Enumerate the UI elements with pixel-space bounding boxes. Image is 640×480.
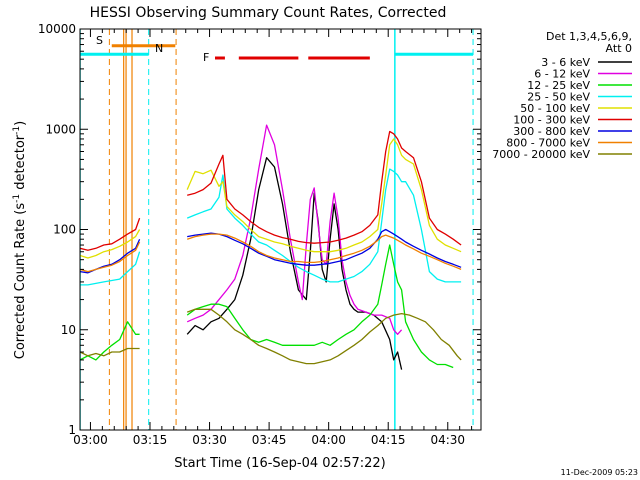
series-line — [80, 228, 462, 274]
y-axis-label: Corrected Count Rate (s-1 detector-1) — [12, 121, 28, 359]
y-tick-label: 100 — [53, 223, 76, 237]
series-line — [80, 168, 462, 286]
legend-entry-label: 3 - 6 keV — [541, 56, 590, 69]
x-tick-label: 04:30 — [430, 433, 465, 447]
series-line — [80, 233, 462, 273]
legend-header-line-1: Det 1,3,4,5,6,9, — [546, 30, 632, 43]
legend-entry-label: 7000 - 20000 keV — [492, 148, 590, 161]
series-line — [80, 308, 462, 365]
x-tick-label: 03:30 — [192, 433, 227, 447]
chart-title: HESSI Observing Summary Count Rates, Cor… — [90, 5, 447, 21]
legend-entry-label: 300 - 800 keV — [513, 125, 590, 138]
x-tick-label: 03:00 — [73, 433, 108, 447]
n-flag-label: N — [155, 42, 163, 55]
x-tick-label: 04:00 — [311, 433, 346, 447]
legend-entry-label: 100 - 300 keV — [513, 114, 590, 127]
y-tick-label: 1 — [68, 423, 76, 437]
f-flag-label: F — [203, 51, 209, 64]
series-line — [186, 124, 403, 335]
y-tick-label: 10000 — [38, 22, 76, 36]
legend-header-line-2: Att 0 — [606, 42, 632, 55]
legend-entry-label: 25 - 50 keV — [527, 91, 590, 104]
legend-entry-label: 6 - 12 keV — [534, 68, 590, 81]
footer-date: 11-Dec-2009 05:23 — [561, 468, 638, 477]
series-line — [80, 244, 454, 369]
legend-entry-label: 800 - 7000 keV — [506, 137, 590, 150]
x-tick-label: 03:45 — [252, 433, 287, 447]
series-line — [80, 130, 462, 251]
x-tick-label: 04:15 — [371, 433, 406, 447]
x-axis-label: Start Time (16-Sep-04 02:57:22) — [174, 456, 385, 471]
series-line — [80, 138, 462, 259]
legend-entry-label: 12 - 25 keV — [527, 79, 590, 92]
y-tick-label: 10 — [61, 323, 76, 337]
legend-entry-label: 50 - 100 keV — [520, 102, 590, 115]
x-tick-label: 03:15 — [133, 433, 168, 447]
y-tick-label: 1000 — [45, 122, 76, 136]
s-flag-label: S — [96, 34, 103, 47]
